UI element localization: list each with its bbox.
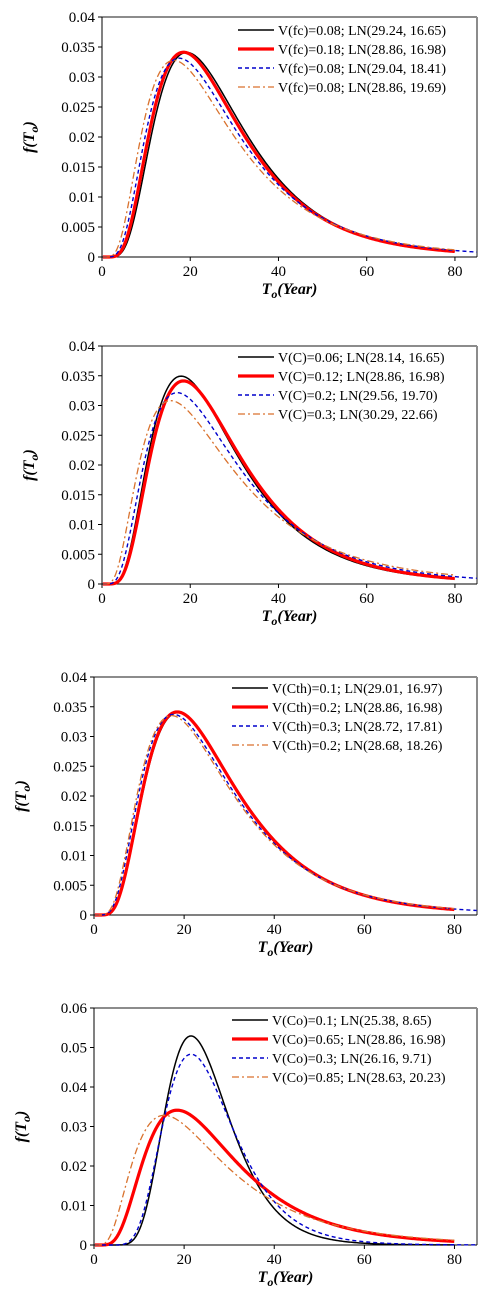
x-tick-label: 40 [267, 1252, 282, 1268]
legend-label-1: V(C)=0.06; LN(28.14, 16.65) [278, 351, 445, 366]
legend-label-1: V(Cth)=0.1; LN(29.01, 16.97) [272, 682, 443, 697]
legend-label-3: V(C)=0.2; LN(29.56, 19.70) [278, 389, 438, 404]
y-tick-label: 0.005 [61, 220, 95, 236]
y-tick-label: 0 [88, 577, 96, 593]
legend: V(Co)=0.1; LN(25.38, 8.65) V(Co)=0.65; LN… [232, 1014, 446, 1086]
chart-panel-4: 0 0.01 0.02 0.03 0.04 0.05 0.06 0 20 40 60 80 To(Yea… [13, 1001, 478, 1289]
legend-label-2: V(fc)=0.18; LN(28.86, 16.98) [278, 43, 446, 58]
legend-label-2: V(Co)=0.65; LN(28.86, 16.98) [272, 1033, 446, 1048]
y-tick-label: 0.02 [61, 1159, 87, 1175]
y-tick-label: 0.01 [61, 1199, 87, 1215]
legend-label-3: V(Cth)=0.3; LN(28.72, 17.81) [272, 720, 443, 735]
y-tick-label: 0.01 [69, 190, 95, 206]
legend-label-1: V(Co)=0.1; LN(25.38, 8.65) [272, 1014, 432, 1029]
y-tick-label: 0.01 [61, 849, 87, 865]
y-axis-label: f(To) [21, 121, 41, 153]
chart-panel-3: 0 0.005 0.01 0.015 0.02 0.025 0.03 0.035 0.04 0 20… [13, 670, 478, 959]
y-tick-label: 0.04 [61, 1080, 88, 1096]
legend-label-4: V(Cth)=0.2; LN(28.68, 18.26) [272, 739, 443, 754]
y-tick-label: 0.015 [53, 819, 87, 835]
legend-label-2: V(C)=0.12; LN(28.86, 16.98) [278, 370, 445, 385]
series-line-2 [94, 710, 455, 917]
x-axis-label: To(Year) [262, 608, 318, 628]
legend-label-3: V(Co)=0.3; LN(26.16, 9.71) [272, 1052, 432, 1067]
x-tick-label: 20 [177, 922, 192, 938]
y-tick-label: 0.03 [61, 730, 87, 746]
x-tick-label: 0 [98, 264, 106, 280]
y-tick-label: 0.03 [61, 1120, 87, 1136]
y-axis-label: f(To) [21, 449, 41, 481]
x-tick-label: 20 [183, 591, 198, 607]
y-tick-label: 0.06 [61, 1001, 88, 1017]
series-line-1 [94, 1035, 455, 1246]
legend-label-4: V(C)=0.3; LN(30.29, 22.66) [278, 408, 438, 423]
x-tick-label: 60 [359, 591, 374, 607]
x-tick-label: 60 [357, 922, 372, 938]
y-tick-label: 0.035 [61, 40, 95, 56]
x-tick-label: 20 [183, 264, 198, 280]
legend: V(C)=0.06; LN(28.14, 16.65) V(C)=0.12; LN… [238, 351, 445, 423]
y-tick-label: 0.04 [61, 670, 88, 686]
y-tick-label: 0 [88, 250, 96, 266]
series-line-3 [102, 392, 477, 585]
legend-label-3: V(fc)=0.08; LN(29.04, 18.41) [278, 62, 446, 77]
x-axis-label: To(Year) [258, 939, 314, 959]
y-tick-label: 0.02 [61, 789, 87, 805]
y-tick-label: 0.015 [61, 488, 95, 504]
x-tick-label: 40 [271, 591, 286, 607]
y-tick-label: 0.015 [61, 160, 95, 176]
x-tick-label: 80 [447, 922, 462, 938]
y-tick-label: 0.02 [69, 458, 95, 474]
x-axis-label: To(Year) [262, 281, 318, 301]
series-line-4 [102, 400, 455, 585]
y-tick-label: 0 [80, 908, 88, 924]
chart-panel-2: 0 0.005 0.01 0.015 0.02 0.025 0.03 0.035 0.04 0 20… [21, 339, 478, 628]
y-axis-label: f(To) [13, 1111, 33, 1143]
x-tick-label: 0 [98, 591, 106, 607]
series-line-3 [94, 1053, 477, 1246]
y-tick-label: 0.025 [53, 759, 87, 775]
y-tick-label: 0.005 [53, 878, 87, 894]
y-tick-label: 0.05 [61, 1041, 87, 1057]
y-tick-label: 0.035 [61, 369, 95, 385]
y-tick-label: 0.04 [69, 10, 96, 26]
y-tick-label: 0.025 [61, 428, 95, 444]
x-tick-label: 60 [359, 264, 374, 280]
y-tick-label: 0.005 [61, 547, 95, 563]
x-tick-label: 40 [267, 922, 282, 938]
y-tick-label: 0 [80, 1238, 88, 1254]
legend-label-4: V(Co)=0.85; LN(28.63, 20.23) [272, 1071, 446, 1086]
x-axis-label: To(Year) [258, 1269, 314, 1289]
legend-label-2: V(Cth)=0.2; LN(28.86, 16.98) [272, 701, 443, 716]
y-tick-label: 0.03 [69, 70, 95, 86]
x-tick-label: 80 [447, 264, 462, 280]
x-tick-label: 0 [90, 1252, 98, 1268]
legend: V(Cth)=0.1; LN(29.01, 16.97) V(Cth)=0.2; … [232, 682, 443, 754]
y-tick-label: 0.04 [69, 339, 96, 355]
legend: V(fc)=0.08; LN(29.24, 16.65) V(fc)=0.18; … [238, 24, 446, 96]
y-tick-label: 0.02 [69, 130, 95, 146]
y-tick-label: 0.03 [69, 399, 95, 415]
legend-label-4: V(fc)=0.08; LN(28.86, 19.69) [278, 81, 446, 96]
y-tick-label: 0.035 [53, 700, 87, 716]
series-line-2 [102, 379, 456, 586]
series-line-2 [94, 1108, 455, 1247]
x-tick-label: 80 [447, 591, 462, 607]
x-tick-label: 20 [177, 1252, 192, 1268]
legend-label-1: V(fc)=0.08; LN(29.24, 16.65) [278, 24, 446, 39]
x-tick-label: 40 [271, 264, 286, 280]
chart-panel-1: 0 0.005 0.01 0.015 0.02 0.025 0.03 0.035 0.04 0 20… [21, 10, 478, 301]
x-tick-label: 80 [447, 1252, 462, 1268]
x-tick-label: 60 [357, 1252, 372, 1268]
x-tick-label: 0 [90, 922, 98, 938]
y-tick-label: 0.025 [61, 100, 95, 116]
y-tick-label: 0.01 [69, 518, 95, 534]
series-line-4 [94, 714, 455, 916]
y-axis-label: f(To) [13, 780, 33, 812]
series-line-4 [94, 1114, 455, 1246]
series-line-2 [102, 50, 456, 259]
